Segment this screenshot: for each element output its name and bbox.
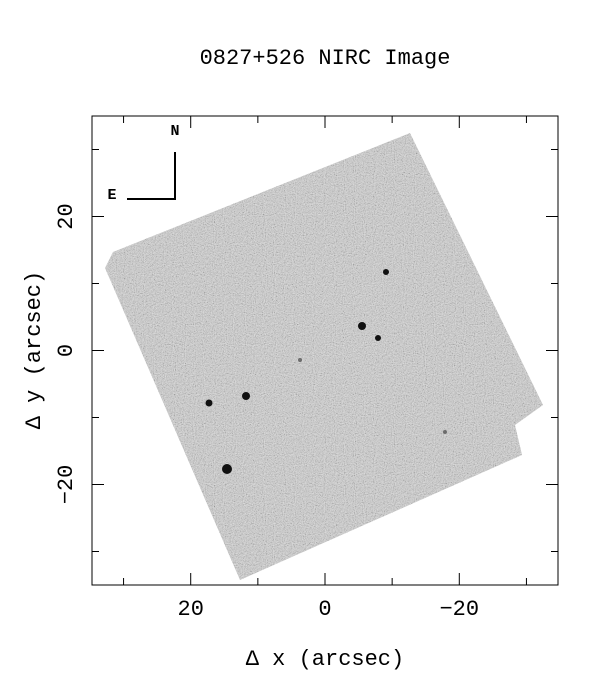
compass-east: E (107, 187, 116, 204)
compass: N E (107, 123, 179, 204)
chart-title: 0827+526 NIRC Image (200, 46, 451, 71)
y-tick-label: −20 (54, 465, 79, 505)
x-tick-label: 0 (318, 597, 331, 622)
y-tick-label: 0 (54, 344, 79, 357)
y-axis-label: Δ y (arcsec) (22, 271, 47, 429)
compass-north: N (170, 123, 179, 140)
x-tick-label: 20 (178, 597, 204, 622)
x-tick-label: −20 (439, 597, 479, 622)
y-tick-label: 20 (54, 203, 79, 229)
x-axis-label: Δ x (arcsec) (246, 647, 404, 672)
sky-image (105, 133, 543, 580)
